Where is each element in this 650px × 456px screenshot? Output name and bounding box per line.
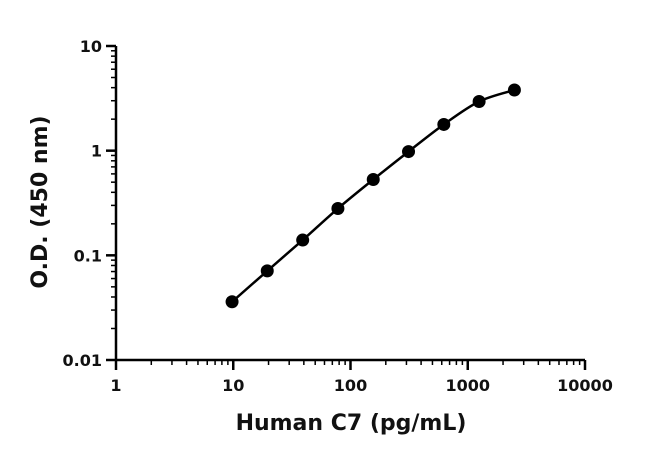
x-axis-title: Human C7 (pg/mL) (236, 411, 467, 436)
data-point (296, 233, 310, 247)
data-point (331, 202, 345, 216)
data-point (507, 83, 521, 97)
y-tick-label: 1 (91, 142, 102, 161)
y-tick-label: 0.1 (74, 246, 102, 265)
axes: 1 10 100 1000 10000 0.01 0.1 1 10 (63, 37, 613, 395)
data-point (366, 173, 380, 187)
y-tick-label: 10 (80, 37, 102, 56)
data-point (437, 117, 451, 131)
x-tick-label: 100 (334, 376, 367, 395)
x-tick-label: 1 (110, 376, 121, 395)
x-tick-label: 10000 (557, 376, 613, 395)
fit-curve-layer (231, 88, 515, 303)
fit-curve (231, 88, 515, 303)
data-point (402, 145, 416, 159)
data-point (472, 94, 486, 108)
data-points-layer (225, 83, 521, 309)
x-tick-label: 10 (222, 376, 244, 395)
y-axis-title: O.D. (450 nm) (28, 115, 53, 288)
x-tick-label: 1000 (445, 376, 490, 395)
data-point (225, 295, 239, 309)
y-tick-label: 0.01 (63, 351, 102, 370)
data-point (260, 264, 274, 278)
